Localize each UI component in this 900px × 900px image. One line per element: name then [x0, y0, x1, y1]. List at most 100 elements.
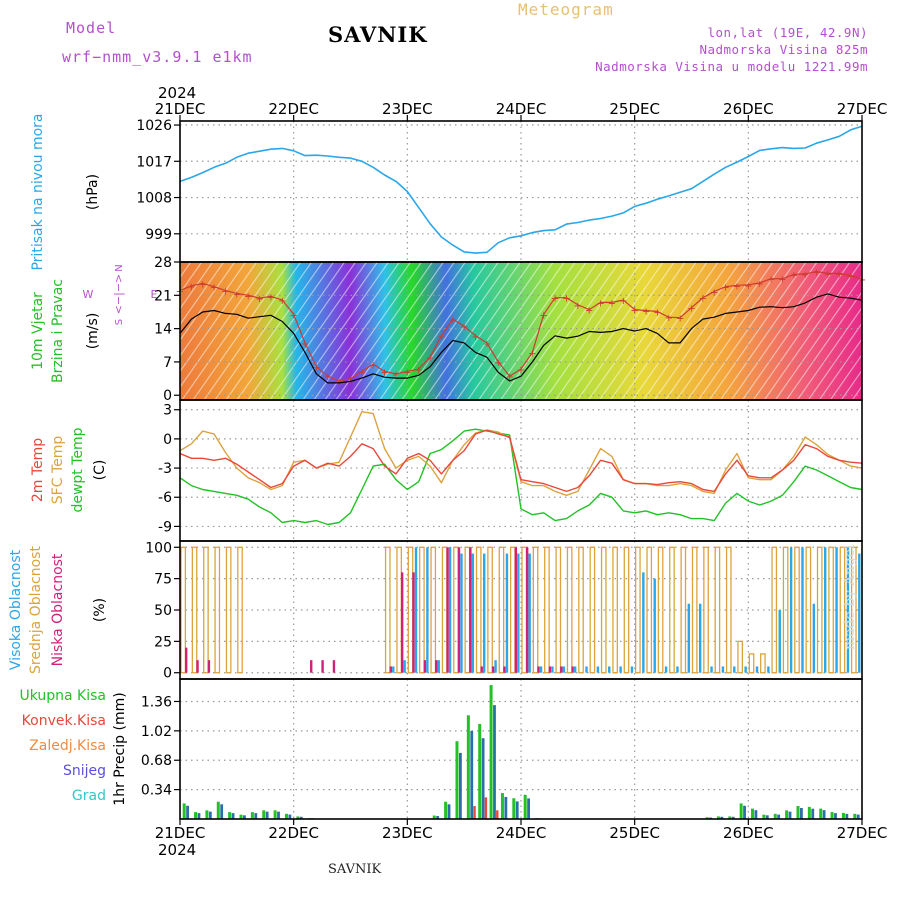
y-tick-label: 14	[154, 322, 172, 338]
wind-gust-marker: +	[824, 269, 832, 280]
wind-gust-marker: +	[596, 298, 604, 309]
cloud-low-bar	[389, 666, 392, 673]
cloud-low-bar	[480, 666, 483, 673]
precip-unit: 1hr Precip (mm)	[112, 692, 128, 805]
precip-snow-bar	[197, 813, 201, 819]
cloud-high-bar	[744, 666, 747, 673]
precip-snow-bar	[811, 808, 815, 819]
precip-total-bar	[273, 810, 277, 819]
cloud-mid-bar	[771, 546, 778, 674]
precip-snow-bar	[231, 813, 235, 819]
wind-gust-marker: +	[835, 269, 843, 280]
precip-snow-bar	[754, 810, 758, 819]
y-tick-label: 999	[145, 227, 172, 243]
wind-gust-line	[179, 270, 863, 382]
cloud-low-bar	[423, 660, 427, 673]
x-tick-label-bottom: 25DEC	[609, 824, 660, 842]
cloud-high-bar	[858, 553, 861, 673]
cloud-low-bar	[525, 547, 529, 673]
precip-snow-bar	[720, 816, 724, 819]
cloud-low-bar	[503, 666, 506, 673]
precip-snow-bar	[470, 730, 474, 819]
wind-gust-marker: +	[346, 375, 354, 386]
y-tick-label: 0.68	[141, 753, 172, 769]
precip-total-bar	[182, 803, 186, 819]
precip-snow-bar	[799, 807, 803, 819]
precip-total-bar	[523, 794, 527, 819]
wind-gust-marker: +	[426, 353, 434, 364]
cloud-mid-bar	[680, 546, 687, 674]
y-tick-label: 28	[154, 255, 172, 271]
wind-gust-marker: +	[369, 360, 377, 371]
precip-total-bar	[262, 810, 266, 819]
precip-total-bar	[841, 812, 845, 819]
y-tick-label: 100	[145, 540, 172, 556]
pressure-line	[179, 125, 863, 254]
cloud-high-bar	[619, 666, 622, 673]
product-title: Meteogram	[518, 0, 614, 19]
cloud-mid-bar	[544, 546, 550, 674]
cloud-low-bar	[537, 666, 540, 673]
x-tick-label-bottom: 22DEC	[268, 824, 319, 842]
y-tick-label: -9	[158, 519, 172, 535]
cloud-low-bar	[446, 547, 449, 673]
cloud-low-bar	[184, 647, 188, 673]
cloud-high-bar	[710, 666, 713, 673]
wind-gust-marker: +	[676, 314, 684, 325]
wind-gust-marker: +	[665, 313, 673, 324]
y-tick-label: -6	[158, 490, 172, 506]
wind-axis-title-1: 10m Vjetar	[30, 292, 46, 370]
cloud-high-bar	[414, 547, 418, 673]
cloud-high-bar	[403, 660, 406, 673]
x-tick-label-bottom: 21DEC	[155, 824, 206, 842]
wind-speed-line	[179, 293, 863, 384]
cloud-mid-bar	[816, 546, 823, 674]
cloud-high-bar	[733, 666, 736, 673]
precip-total-bar	[796, 806, 800, 819]
precip-snow-bar	[856, 814, 860, 819]
wind-dir-n: N	[114, 264, 125, 271]
x-tick-label-top: 24DEC	[496, 100, 547, 118]
y-tick-label: 1026	[136, 118, 172, 134]
wind-gust-marker: +	[255, 294, 263, 305]
y-tick-label: 50	[154, 603, 172, 619]
wind-gust-marker: +	[517, 365, 525, 376]
cloud-mid-bar	[498, 546, 505, 674]
wind-gust-marker: +	[437, 332, 445, 343]
precip-snow-bar	[186, 805, 189, 819]
cloud-low-bar	[457, 547, 461, 673]
precip-total-bar	[296, 816, 300, 819]
footer-station: SAVNIK	[328, 862, 382, 877]
cloud-mid-bar	[725, 546, 732, 674]
precip-total-bar	[785, 810, 789, 819]
wind-gust-marker: +	[358, 367, 366, 378]
wind-gust-marker: +	[505, 372, 513, 383]
wind-gust-marker: +	[721, 283, 729, 294]
precip-total-bar	[284, 813, 288, 819]
wind-gust-marker: +	[642, 307, 650, 318]
cloud-mid-bar	[850, 546, 857, 674]
precip-total-bar	[819, 808, 823, 819]
precip-snow-bar	[822, 810, 826, 819]
cloud-low-bar	[207, 660, 211, 673]
cloud-high-bar	[426, 547, 429, 673]
precip-total-bar	[773, 813, 777, 819]
cloud-low-bar	[310, 660, 313, 673]
cloud-low-bar	[400, 572, 404, 673]
model-elevation-label: Nadmorska Visina u modelu 1221.99m	[595, 59, 868, 74]
cloud-high-bar	[687, 603, 691, 673]
precip-snow-bar	[299, 816, 303, 819]
cloud-low-bar	[571, 666, 574, 673]
cloud-low-bar	[332, 660, 336, 673]
cloud-high-bar	[698, 603, 702, 673]
cloud-high-bar	[585, 666, 588, 673]
cloud-high-bar	[528, 553, 531, 673]
precip-total-bar	[216, 801, 220, 819]
wind-gust-marker: +	[449, 315, 457, 326]
wind-unit: (m/s)	[85, 313, 101, 350]
pressure-axis-title: Pritisak na nivou mora	[30, 113, 46, 270]
y-tick-label: 75	[154, 572, 172, 588]
x-tick-label-top: 21DEC	[155, 100, 206, 118]
cloud-mid-bar	[214, 546, 221, 674]
cloud-high-bar	[494, 660, 497, 673]
